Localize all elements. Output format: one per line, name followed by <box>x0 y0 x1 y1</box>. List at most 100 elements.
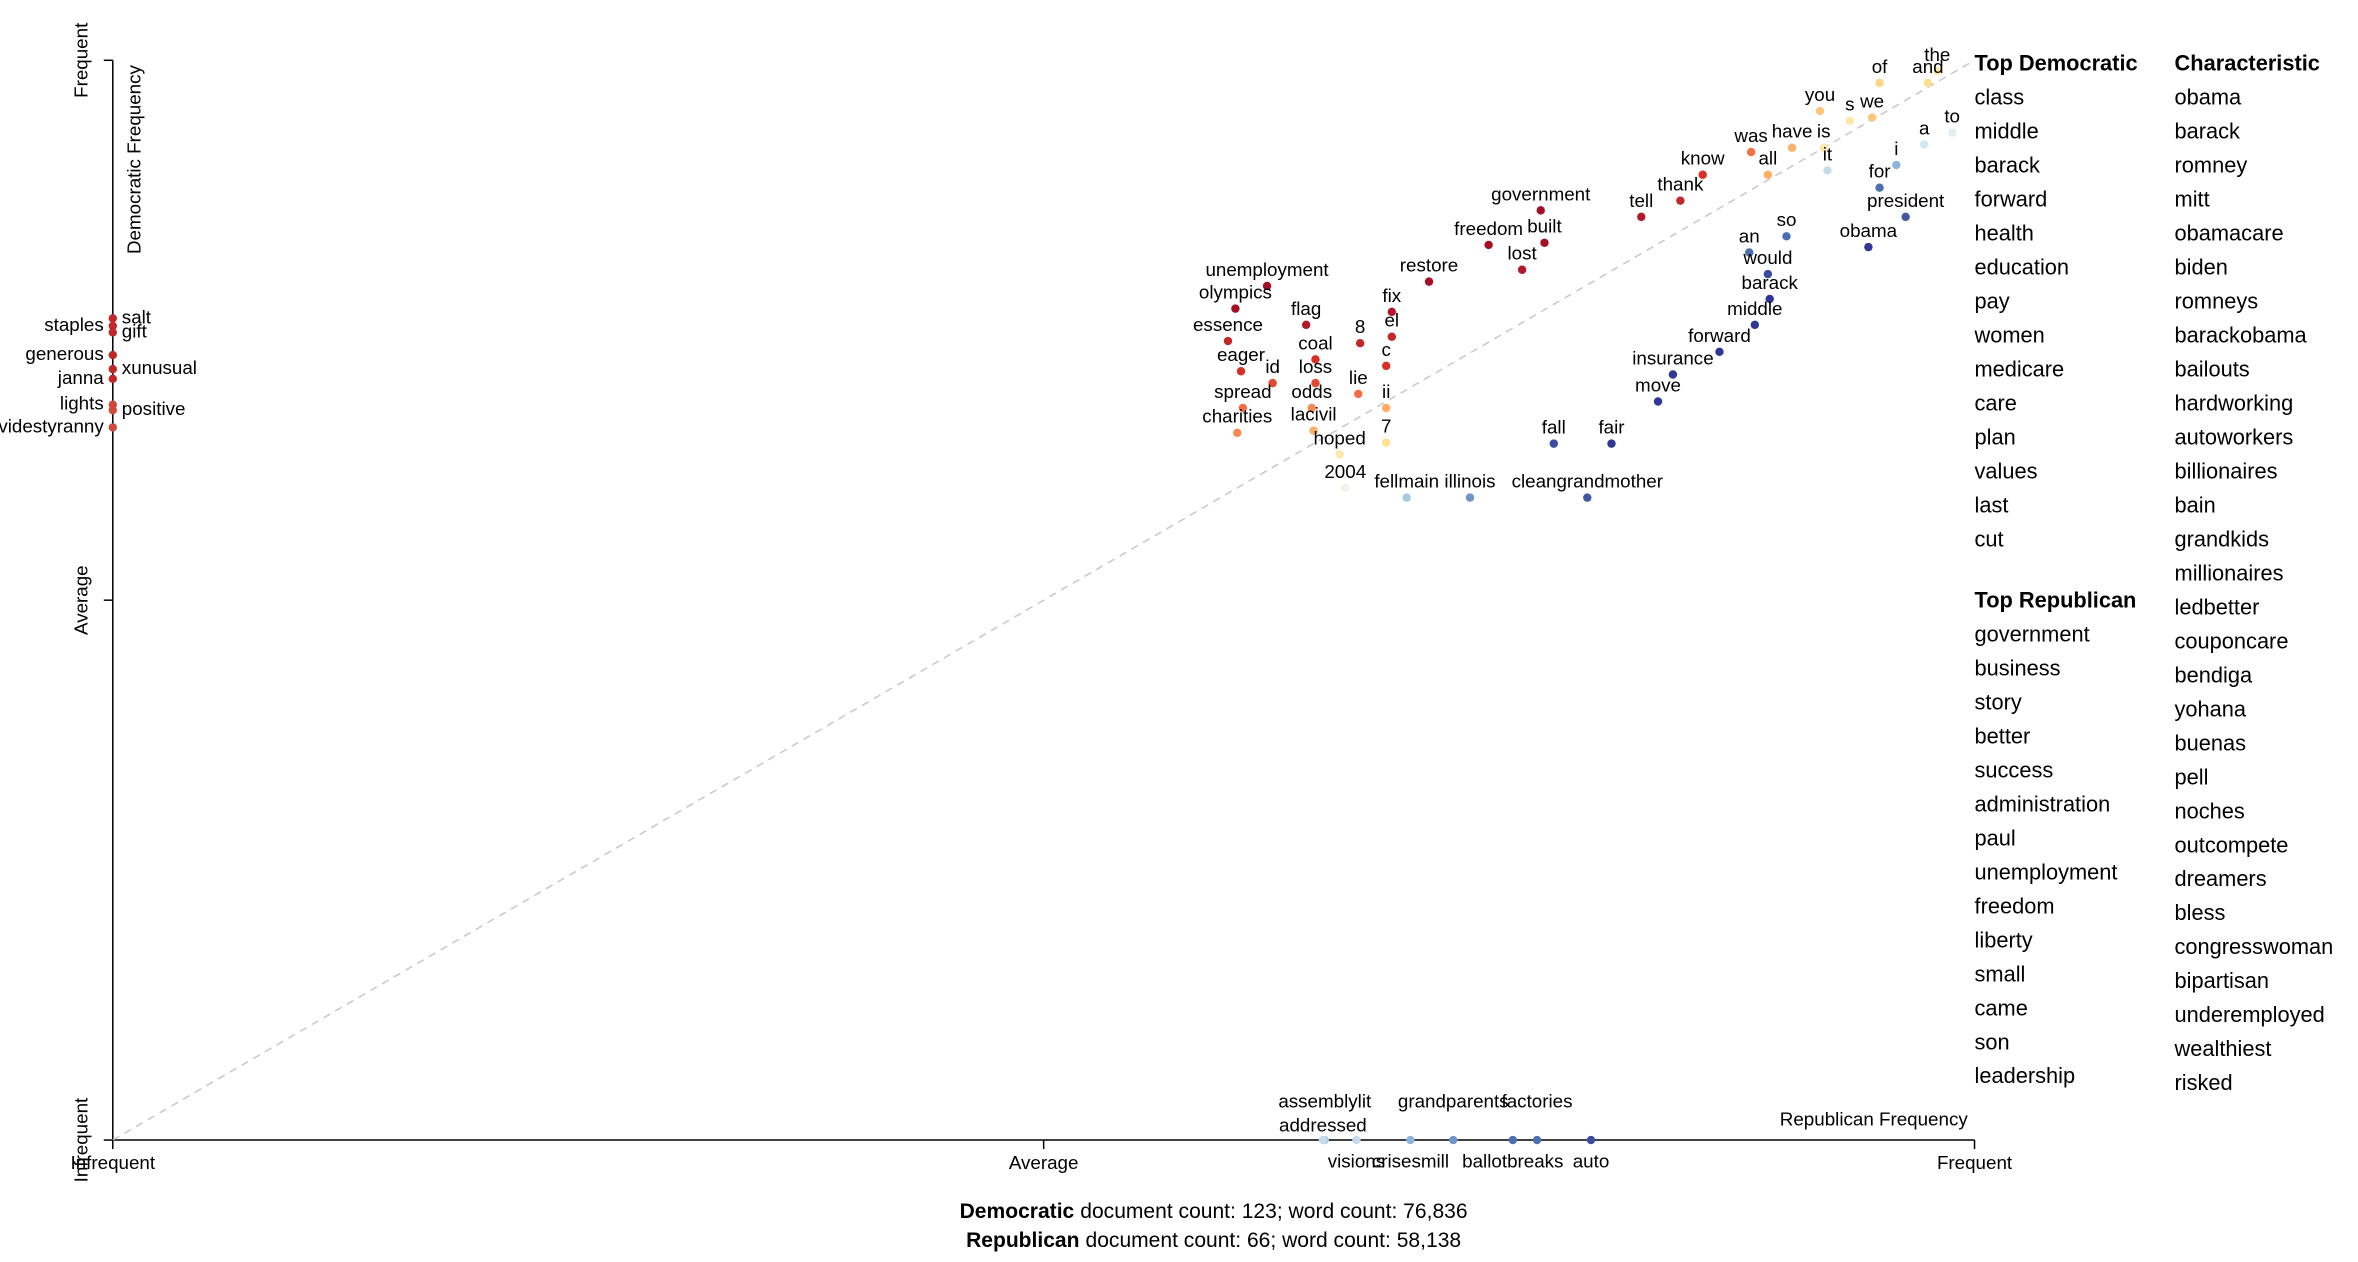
point-label: gift <box>122 320 148 341</box>
point-label: c <box>1382 339 1391 360</box>
point-label: we <box>1859 90 1884 111</box>
point <box>1607 439 1616 448</box>
point <box>1867 113 1877 122</box>
point <box>1341 483 1350 493</box>
list-item: small <box>1975 961 2026 986</box>
point <box>108 374 117 384</box>
x-tick-label: Average <box>1009 1152 1079 1173</box>
point-label: insurance <box>1632 347 1713 368</box>
list-item: congresswoman <box>2175 934 2334 959</box>
list-item: autoworkers <box>2175 424 2294 449</box>
point <box>108 314 117 323</box>
point <box>1465 493 1475 502</box>
list-item: buenas <box>2175 730 2247 755</box>
point-label: coal <box>1298 332 1332 353</box>
point-label: olympics <box>1199 282 1272 303</box>
point <box>1765 294 1774 304</box>
point <box>1875 183 1884 192</box>
point-label: flag <box>1291 298 1321 319</box>
point-label: odds <box>1291 381 1332 402</box>
point-label: of <box>1872 56 1888 77</box>
point <box>1549 439 1558 448</box>
point <box>1947 128 1957 137</box>
point-label: freedom <box>1454 218 1523 239</box>
list-item: barack <box>1975 153 2041 178</box>
point <box>1318 1135 1328 1145</box>
point-label: assemblylit <box>1278 1090 1372 1111</box>
point <box>1484 240 1493 250</box>
list-title: Top Republican <box>1975 587 2137 612</box>
point <box>1402 493 1411 502</box>
list-item: last <box>1975 492 2009 517</box>
list-item: grandkids <box>2175 526 2270 551</box>
list-item: plan <box>1975 424 2016 449</box>
list-item: came <box>1975 995 2028 1020</box>
list-item: millionaires <box>2175 560 2284 585</box>
point <box>1382 361 1391 371</box>
point <box>1301 320 1311 330</box>
point <box>1382 403 1391 413</box>
list-item: success <box>1975 757 2054 782</box>
point-label: and <box>1912 56 1943 77</box>
point-label: tell <box>1629 190 1653 211</box>
list-item: pay <box>1975 288 2010 313</box>
point <box>1335 450 1344 459</box>
point <box>1387 332 1397 341</box>
point-label: would <box>1742 247 1792 268</box>
footer-text: document count: 123; word count: 76,836 <box>1080 1200 1467 1223</box>
point-label: el <box>1384 310 1399 331</box>
point <box>108 350 117 360</box>
list-item: bain <box>2175 492 2216 517</box>
point <box>1583 493 1592 502</box>
point-label: you <box>1805 84 1835 105</box>
point-label: forward <box>1688 325 1751 346</box>
point <box>108 405 117 415</box>
list-item: paul <box>1975 825 2016 850</box>
point-label: factories <box>1502 1090 1573 1111</box>
list-item: yohana <box>2175 696 2247 721</box>
point-label: lacivil <box>1291 404 1337 425</box>
point <box>1923 78 1933 88</box>
list-item: care <box>1975 390 2017 415</box>
list-item: mitt <box>2175 187 2210 212</box>
point <box>1864 242 1873 252</box>
point-label: barack <box>1742 272 1799 293</box>
list-item: romneys <box>2175 288 2259 313</box>
point <box>1540 238 1549 247</box>
list-item: romney <box>2175 153 2248 178</box>
point-label: fair <box>1598 417 1624 438</box>
point-label: middle <box>1727 298 1782 319</box>
list-item: dreamers <box>2175 866 2267 891</box>
point <box>1352 1135 1361 1145</box>
list-item: liberty <box>1975 927 2033 952</box>
point-label: spread <box>1214 381 1271 402</box>
point-label: dividestyranny <box>0 415 104 436</box>
point <box>1933 66 1942 76</box>
point <box>1920 140 1929 149</box>
point-label: was <box>1733 125 1767 146</box>
point-label: 8 <box>1355 316 1365 337</box>
point <box>1782 232 1791 241</box>
point <box>1382 438 1391 447</box>
y-tick-label: Average <box>71 565 92 635</box>
point-label: hoped <box>1314 427 1366 448</box>
point-label: unemployment <box>1205 259 1329 280</box>
point-label: it <box>1823 143 1833 164</box>
list-item: cut <box>1975 526 2004 551</box>
list-item: government <box>1975 621 2090 646</box>
list-item: medicare <box>1975 356 2065 381</box>
list-item: barack <box>2175 119 2241 144</box>
list-item: couponcare <box>2175 628 2289 653</box>
point-label: the <box>1924 44 1950 65</box>
point <box>1668 370 1678 379</box>
list-item: noches <box>2175 798 2245 823</box>
diagonal-line <box>112 59 1975 1141</box>
point <box>1819 143 1828 152</box>
point-label: eager <box>1217 344 1265 365</box>
footer-line: Democratic document count: 123; word coun… <box>960 1200 1468 1223</box>
point <box>1532 1135 1542 1145</box>
list-item: bailouts <box>2175 356 2250 381</box>
point-label: a <box>1919 117 1930 138</box>
list-item: administration <box>1975 791 2111 816</box>
